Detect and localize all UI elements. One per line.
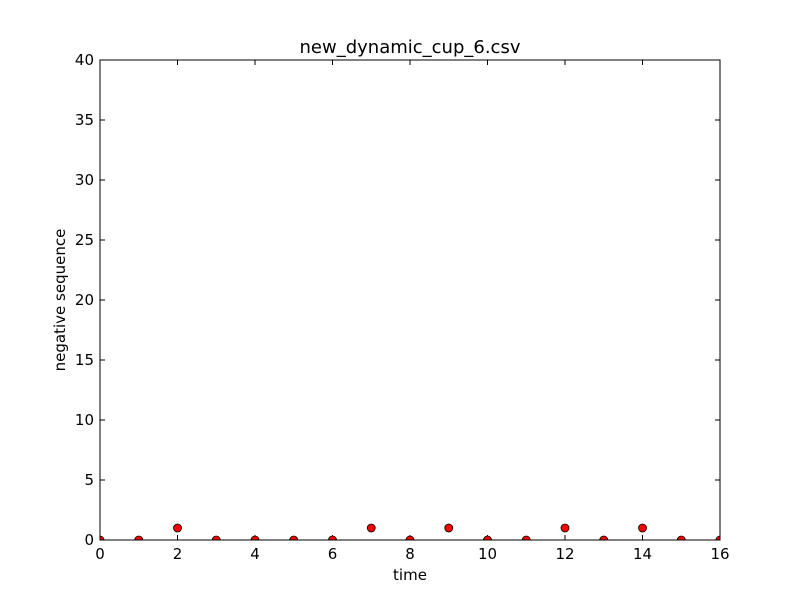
data-point [405, 535, 415, 540]
data-point [483, 535, 492, 540]
data-point [599, 535, 609, 540]
data-point [676, 535, 686, 540]
data-point [100, 535, 105, 540]
y-tick-label: 15 [75, 351, 94, 369]
x-tick-label: 4 [250, 545, 260, 563]
x-tick-label: 2 [173, 545, 183, 563]
x-tick-label: 0 [95, 545, 105, 563]
data-point [250, 535, 260, 540]
data-point [638, 523, 647, 533]
data-point [134, 535, 144, 540]
x-tick-label: 12 [555, 545, 574, 563]
x-tick-label: 14 [633, 545, 652, 563]
x-tick-label: 6 [328, 545, 338, 563]
x-tick-label: 16 [710, 545, 729, 563]
y-tick-label: 40 [75, 51, 94, 69]
data-point [444, 523, 454, 533]
y-tick-label: 30 [75, 171, 94, 189]
y-tick-label: 35 [75, 111, 94, 129]
data-point [366, 523, 376, 533]
data-point [715, 535, 720, 540]
data-point [289, 535, 299, 540]
data-point [173, 523, 182, 533]
data-point [521, 535, 531, 540]
data-point [560, 523, 570, 533]
plot-frame [99, 59, 721, 541]
y-tick-label: 0 [84, 531, 94, 549]
data-point [211, 535, 221, 540]
x-tick-label: 8 [405, 545, 415, 563]
data-points [100, 523, 720, 540]
x-axis-title: time [393, 566, 427, 584]
y-axis-title: negative sequence [51, 229, 69, 372]
chart-title: new_dynamic_cup_6.csv [300, 37, 521, 58]
data-point [328, 535, 337, 540]
axis-ticks: 0 2 4 6 8 10 12 14 16 0 5 10 15 20 25 30 35 40 [75, 51, 730, 563]
y-tick-label: 10 [75, 411, 94, 429]
y-tick-label: 25 [75, 231, 94, 249]
x-tick-label: 10 [478, 545, 497, 563]
y-tick-label: 20 [75, 291, 94, 309]
y-tick-label: 5 [84, 471, 94, 489]
